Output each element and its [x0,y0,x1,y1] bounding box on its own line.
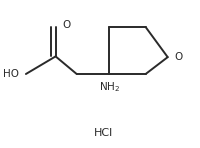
Text: O: O [62,20,71,30]
Text: O: O [174,52,183,62]
Text: NH$_2$: NH$_2$ [99,80,120,94]
Text: HCl: HCl [94,128,113,138]
Text: HO: HO [3,69,19,79]
